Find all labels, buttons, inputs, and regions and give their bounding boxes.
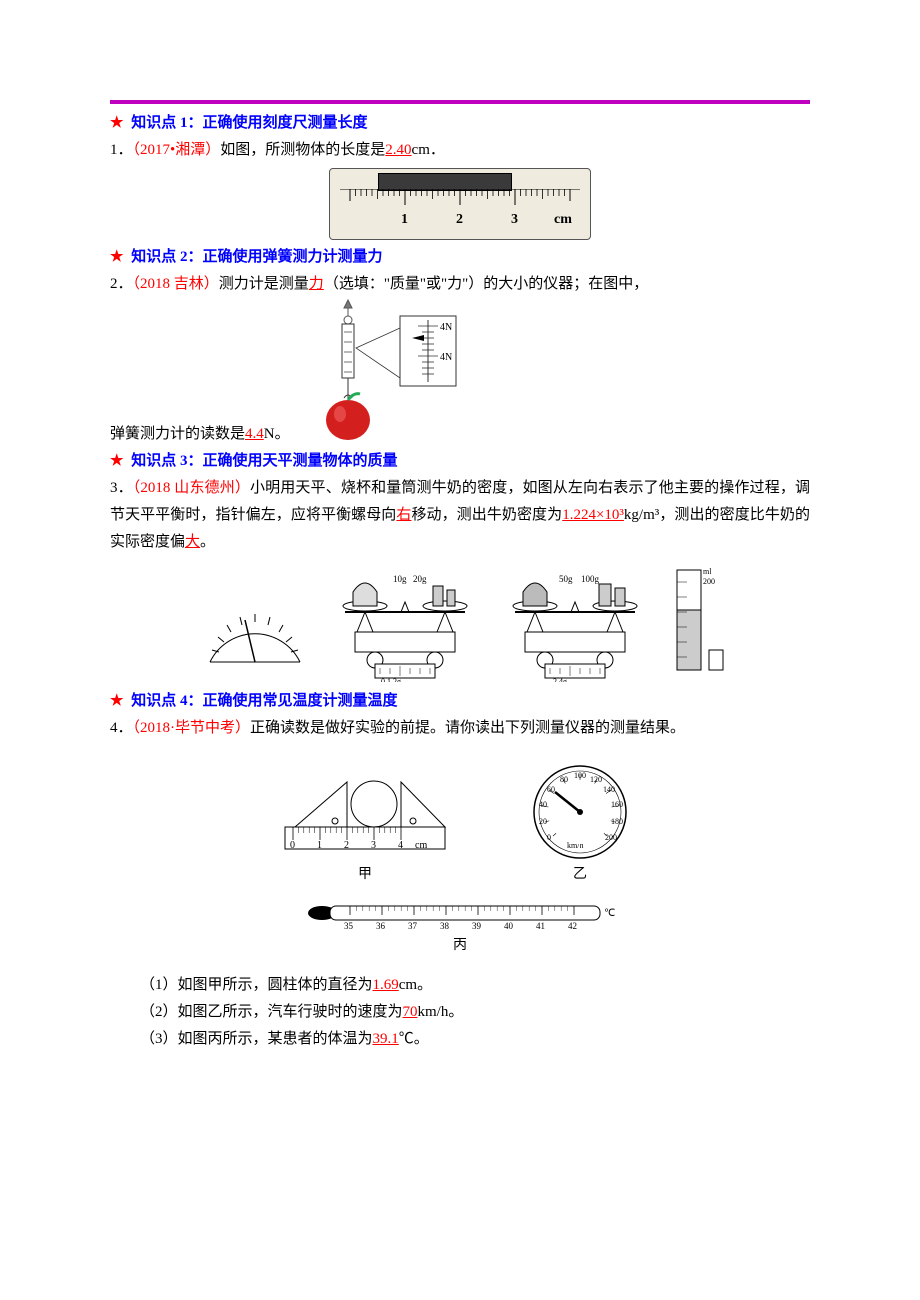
ruler-tick-1: 1	[401, 207, 408, 232]
star-icon: ★	[110, 115, 123, 131]
q-unit: km/h。	[418, 1004, 464, 1020]
answer-value: 2.40	[385, 142, 411, 158]
figure-bing: 35 36 37 38 39 40 41 42 ℃ 丙	[110, 893, 810, 958]
balance-pointer-icon	[195, 592, 315, 682]
svg-text:1: 1	[317, 840, 322, 851]
answer-value: 1.69	[373, 977, 399, 993]
svg-text:0 1 2g: 0 1 2g	[381, 677, 401, 682]
svg-text:2: 2	[344, 840, 349, 851]
ruler-tick-2: 2	[456, 207, 463, 232]
svg-text:cm: cm	[415, 840, 427, 851]
q-text: （1）如图甲所示，圆柱体的直径为	[140, 977, 373, 993]
figure-yi: 02040 6080100 120140160 180200 km/h 乙	[515, 762, 645, 887]
svg-text:0: 0	[290, 840, 295, 851]
svg-text:50g: 50g	[559, 574, 573, 584]
graduated-cylinder-icon: ml 200	[665, 562, 725, 682]
answer-value: 力	[309, 276, 324, 292]
section-2-heading: ★ 知识点 2：正确使用弹簧测力计测量力	[110, 244, 810, 271]
page-content: ★ 知识点 1：正确使用刻度尺测量长度 1．（2017•湘潭）如图，所测物体的长…	[0, 0, 920, 1300]
svg-text:100g: 100g	[581, 574, 600, 584]
figure-balance-row: 10g 20g 0 1 2g 50g 100g	[110, 562, 810, 682]
star-icon: ★	[110, 693, 123, 709]
svg-text:37: 37	[408, 921, 418, 931]
answer-value: 70	[403, 1004, 418, 1020]
q-unit: N。	[264, 426, 290, 442]
fig-label-b: 乙	[515, 862, 645, 887]
q-unit: ℃。	[399, 1031, 429, 1047]
balance-right-icon: 50g 100g 2 4g	[495, 572, 655, 682]
q-unit: cm．	[412, 142, 445, 158]
answer-value: 1.224×10³	[562, 507, 624, 523]
figure-ruler-1: 1 2 3 cm	[110, 168, 810, 240]
q-num: 4．	[110, 720, 133, 736]
question-4-intro: 4．（2018·毕节中考）正确读数是做好实验的前提。请你读出下列测量仪器的测量结…	[110, 715, 810, 742]
question-4-3: （3）如图丙所示，某患者的体温为39.1℃。	[110, 1026, 810, 1053]
svg-text:℃: ℃	[604, 908, 615, 919]
figure-row-4: 0 1 2 3 4 cm 甲 02040 6080100 12014	[110, 762, 810, 958]
q-text: 如图，所测物体的长度是	[220, 142, 385, 158]
svg-text:200: 200	[605, 833, 617, 842]
svg-text:3: 3	[371, 840, 376, 851]
q-text: 正确读数是做好实验的前提。请你读出下列测量仪器的测量结果。	[250, 720, 685, 736]
question-1: 1．（2017•湘潭）如图，所测物体的长度是2.40cm．	[110, 137, 810, 164]
svg-text:42: 42	[568, 921, 577, 931]
svg-text:41: 41	[536, 921, 545, 931]
ruler-unit: cm	[554, 207, 572, 232]
svg-text:ml: ml	[703, 567, 712, 576]
q-text: （3）如图丙所示，某患者的体温为	[140, 1031, 373, 1047]
svg-text:40: 40	[504, 921, 514, 931]
svg-text:200: 200	[703, 577, 715, 586]
svg-text:4: 4	[398, 840, 403, 851]
answer-value: 右	[396, 507, 411, 523]
ruler-tick-3: 3	[511, 207, 518, 232]
answer-value: 大	[185, 534, 200, 550]
q-unit: cm。	[399, 977, 432, 993]
section-4-heading: ★ 知识点 4：正确使用常见温度计测量温度	[110, 688, 810, 715]
answer-value: 4.4	[245, 426, 264, 442]
star-icon: ★	[110, 249, 123, 265]
horizontal-rule	[110, 100, 810, 104]
scale-label-bot: 4N	[440, 352, 452, 363]
section-1-heading: ★ 知识点 1：正确使用刻度尺测量长度	[110, 110, 810, 137]
fig-label-a: 甲	[275, 862, 455, 887]
svg-text:39: 39	[472, 921, 482, 931]
balance-left-icon: 10g 20g 0 1 2g	[325, 572, 485, 682]
section-3-heading: ★ 知识点 3：正确使用天平测量物体的质量	[110, 448, 810, 475]
question-3: 3．（2018 山东德州）小明用天平、烧杯和量筒测牛奶的密度，如图从左向右表示了…	[110, 475, 810, 556]
q-text: 弹簧测力计的读数是	[110, 426, 245, 442]
star-icon: ★	[110, 453, 123, 469]
q-source: （2017•湘潭）	[133, 142, 221, 158]
question-2-line1: 2．（2018 吉林）测力计是测量力（选填："质量"或"力"）的大小的仪器；在图…	[110, 271, 810, 298]
svg-text:40: 40	[539, 800, 547, 809]
svg-text:80: 80	[560, 775, 568, 784]
figure-jia: 0 1 2 3 4 cm 甲	[275, 772, 455, 887]
q-source: （2018 山东德州）	[133, 480, 250, 496]
q-num: 3．	[110, 480, 133, 496]
fig-label-c: 丙	[110, 933, 810, 958]
q-num: 1．	[110, 142, 133, 158]
svg-text:38: 38	[440, 921, 450, 931]
svg-text:160: 160	[611, 800, 623, 809]
scale-label-top: 4N	[440, 322, 452, 333]
svg-text:0: 0	[547, 833, 551, 842]
q-num: 2．	[110, 276, 133, 292]
figure-spring-scale: 4N 4N	[300, 298, 480, 448]
q-source: （2018·毕节中考）	[133, 720, 251, 736]
question-4-2: （2）如图乙所示，汽车行驶时的速度为70km/h。	[110, 999, 810, 1026]
question-4-1: （1）如图甲所示，圆柱体的直径为1.69cm。	[110, 972, 810, 999]
svg-text:10g: 10g	[393, 574, 407, 584]
svg-text:35: 35	[344, 921, 354, 931]
q-text: （选填："质量"或"力"）的大小的仪器；在图中，	[324, 276, 649, 292]
svg-text:20g: 20g	[413, 574, 427, 584]
svg-text:60: 60	[547, 785, 555, 794]
q-text: 。	[200, 534, 215, 550]
svg-text:2 4g: 2 4g	[553, 677, 567, 682]
q-text: 移动，测出牛奶密度为	[411, 507, 562, 523]
svg-text:36: 36	[376, 921, 386, 931]
answer-value: 39.1	[373, 1031, 399, 1047]
question-2-line2: 弹簧测力计的读数是4.4N。	[110, 421, 290, 448]
q-text: 测力计是测量	[219, 276, 309, 292]
q-source: （2018 吉林）	[133, 276, 219, 292]
q-text: （2）如图乙所示，汽车行驶时的速度为	[140, 1004, 403, 1020]
